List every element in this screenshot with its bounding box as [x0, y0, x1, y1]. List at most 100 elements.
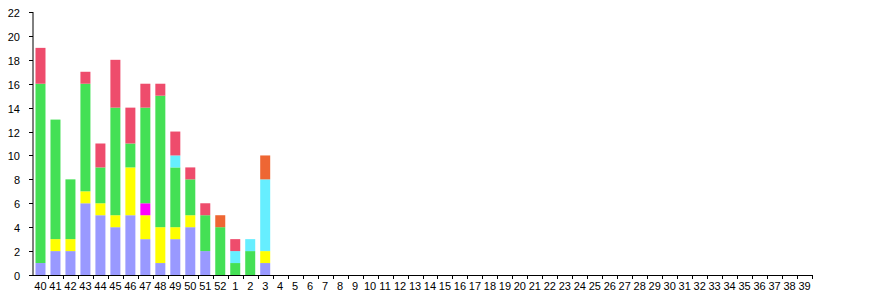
bar-segment	[380, 275, 390, 276]
bar-segment	[485, 275, 495, 276]
bar-segment	[230, 239, 240, 240]
x-tick-label: 2	[247, 280, 253, 292]
bar-segment	[650, 275, 660, 276]
x-tick	[408, 275, 409, 279]
x-tick	[423, 275, 424, 279]
bar-segment	[410, 275, 420, 276]
x-tick	[63, 275, 64, 279]
bar-segment	[485, 275, 495, 276]
x-tick-label: 50	[184, 280, 196, 292]
bar-segment	[560, 275, 570, 276]
bar-segment	[80, 191, 90, 203]
bar-segment	[260, 179, 270, 251]
bar-segment	[755, 275, 765, 276]
bar-segment	[785, 275, 795, 276]
bar-segment	[725, 275, 735, 276]
bar-segment	[380, 275, 390, 276]
bar-segment	[335, 275, 345, 276]
bar-segment	[335, 275, 345, 276]
x-tick-label: 18	[484, 280, 496, 292]
bar-segment	[755, 275, 765, 276]
x-tick	[198, 275, 199, 279]
bar-segment	[335, 275, 345, 276]
bar-segment	[335, 275, 345, 276]
bar-segment	[470, 275, 480, 276]
x-tick	[587, 275, 588, 279]
bar-segment	[290, 275, 300, 276]
x-tick	[617, 275, 618, 279]
bar-segment	[320, 275, 330, 276]
x-tick-label: 13	[409, 280, 421, 292]
bar-segment	[365, 275, 375, 276]
bar-segment	[800, 275, 810, 276]
bar-segment	[290, 275, 300, 276]
x-tick	[393, 275, 394, 279]
y-tick	[29, 179, 33, 180]
bar-segment	[665, 275, 675, 276]
bar-segment	[65, 179, 75, 239]
bar-segment	[395, 275, 405, 276]
y-tick	[29, 12, 33, 13]
bar-segment	[155, 227, 165, 263]
bar-segment	[590, 275, 600, 276]
x-tick-label: 49	[169, 280, 181, 292]
x-tick	[632, 275, 633, 279]
bar-segment	[515, 275, 525, 276]
y-axis	[33, 12, 34, 275]
x-tick-label: 14	[424, 280, 436, 292]
bar-segment	[470, 275, 480, 276]
x-tick-label: 5	[292, 280, 298, 292]
x-tick	[467, 275, 468, 279]
bar-segment	[485, 275, 495, 276]
bar-segment	[305, 275, 315, 276]
x-tick-label: 34	[723, 280, 735, 292]
bars	[35, 48, 270, 275]
bar-segment	[275, 275, 285, 276]
bar-segment	[140, 83, 150, 84]
bar-segment	[740, 275, 750, 276]
bar-segment	[290, 275, 300, 276]
bar-segment	[650, 275, 660, 276]
x-tick-label: 11	[379, 280, 390, 292]
x-tick-label: 4	[277, 280, 283, 292]
bar-segment	[740, 275, 750, 276]
y-tick-label: 6	[14, 198, 20, 210]
x-tick-label: 7	[322, 280, 328, 292]
bar-segment	[245, 251, 255, 275]
bar-segment	[395, 275, 405, 276]
bar-segment	[50, 251, 60, 275]
bar-segment	[770, 275, 780, 276]
bar-segment	[620, 275, 630, 276]
bar-segment	[740, 275, 750, 276]
bar-segment	[350, 275, 360, 276]
x-tick	[812, 275, 813, 279]
x-tick-label: 29	[649, 280, 661, 292]
bar-segment	[335, 275, 345, 276]
bar-segment	[140, 108, 150, 204]
bar-segment	[725, 275, 735, 276]
bar-segment	[740, 275, 750, 276]
bar-segment	[620, 275, 630, 276]
bar-segment	[35, 47, 45, 48]
bar-segment	[65, 179, 75, 180]
x-tick	[183, 275, 184, 279]
y-tick	[29, 227, 33, 228]
bar-segment	[350, 275, 360, 276]
bar-segment	[635, 275, 645, 276]
x-tick	[153, 275, 154, 279]
bar-segment	[200, 215, 210, 251]
bar-segment	[365, 275, 375, 276]
bar-segment	[185, 179, 195, 215]
bar-segment	[485, 275, 495, 276]
bar-segment	[170, 132, 180, 156]
x-tick-label: 31	[679, 280, 691, 292]
bar-segment	[80, 84, 90, 192]
bar-segment	[440, 275, 450, 276]
bar-segment	[560, 275, 570, 276]
bar-segment	[545, 275, 555, 276]
bar-segment	[260, 251, 270, 263]
bar-segment	[425, 275, 435, 276]
bar-segment	[185, 227, 195, 275]
bar-segment	[590, 275, 600, 276]
bar-segment	[380, 275, 390, 276]
